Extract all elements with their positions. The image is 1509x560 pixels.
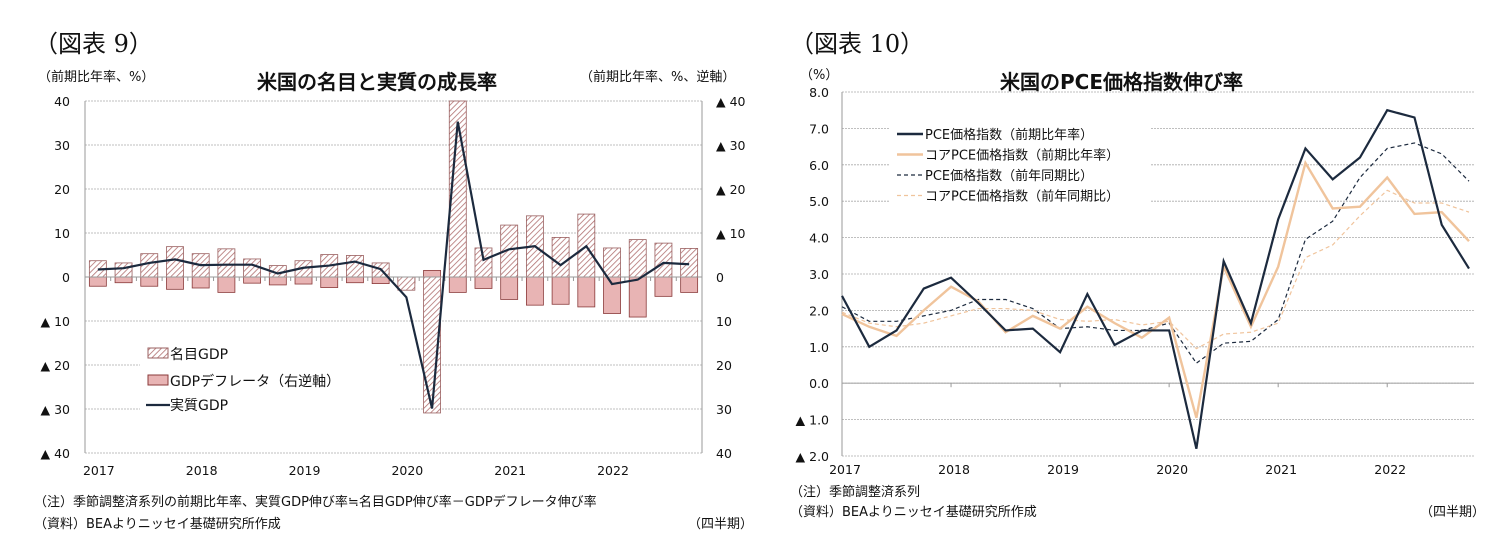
- right-tick-label: 30: [716, 402, 732, 417]
- x-tick-label: 2018: [938, 462, 970, 477]
- x-tick-label: 2022: [1374, 462, 1406, 477]
- figure-10-label: （図表 10）: [790, 30, 925, 58]
- chart2-title: 米国のPCE価格指数伸び率: [1000, 70, 1243, 94]
- right-tick-label: ▲ 10: [716, 226, 746, 241]
- legend-label: コアPCE価格指数（前期比年率）: [925, 148, 1119, 164]
- real-gdp-line: [97, 121, 690, 409]
- x-tick-label: 2019: [289, 463, 321, 478]
- chart1-x-unit: （四半期）: [688, 517, 754, 532]
- series-line-1: [841, 108, 1470, 449]
- chart2-x-unit: （四半期）: [1420, 505, 1486, 520]
- x-tick-label: 2017: [829, 462, 861, 477]
- left-tick-label: 40: [54, 94, 70, 109]
- chart2-note: （注）季節調整済系列: [790, 485, 921, 500]
- chart2-source: （資料）BEAよりニッセイ基礎研究所作成: [790, 505, 1037, 520]
- y-tick-label: 6.0: [809, 158, 829, 173]
- x-tick-label: 2021: [1265, 462, 1297, 477]
- legend-swatch-nominal: [147, 347, 169, 359]
- legend-label-real: 実質GDP: [170, 398, 228, 414]
- right-tick-label: ▲ 20: [716, 182, 746, 197]
- chart1-left-axis-unit: （前期比年率、%）: [38, 70, 155, 85]
- chart1-note: （注）季節調整済系列の前期比年率、実質GDP伸び率≒名目GDP伸び率－GDPデフ…: [34, 495, 597, 510]
- left-tick-label: 20: [54, 182, 70, 197]
- left-tick-label: 0: [62, 270, 70, 285]
- x-tick-label: 2019: [1047, 462, 1079, 477]
- legend-label-deflator: GDPデフレータ（右逆軸）: [170, 373, 340, 390]
- right-tick-label: 40: [716, 446, 732, 461]
- x-tick-label: 2022: [597, 463, 629, 478]
- x-tick-label: 2018: [186, 463, 218, 478]
- left-tick-label: 30: [54, 138, 70, 153]
- y-tick-label: 0.0: [809, 376, 829, 391]
- right-tick-label: 20: [716, 358, 732, 373]
- right-tick-label: ▲ 30: [716, 138, 746, 153]
- legend-background: [890, 122, 1150, 208]
- series-line-4: [841, 189, 1470, 350]
- legend-swatch-deflator: [147, 374, 169, 386]
- left-tick-label: ▲ 20: [41, 358, 71, 373]
- right-tick-label: 0: [716, 270, 724, 285]
- legend-label: コアPCE価格指数（前年同期比）: [925, 189, 1119, 205]
- chart1-title: 米国の名目と実質の成長率: [257, 70, 497, 94]
- right-tick-label: ▲ 40: [716, 94, 746, 109]
- y-tick-label: 5.0: [809, 194, 829, 209]
- y-tick-label: 3.0: [809, 267, 829, 282]
- y-tick-label: 7.0: [809, 121, 829, 136]
- y-tick-label: 8.0: [809, 85, 829, 100]
- legend-label-nominal: 名目GDP: [170, 347, 228, 363]
- legend-label: PCE価格指数（前年同期比）: [925, 168, 1093, 184]
- chart1-right-axis-unit: （前期比年率、%、逆軸）: [580, 70, 736, 85]
- series-line-2: [841, 159, 1470, 419]
- y-tick-label: 1.0: [809, 340, 829, 355]
- figure-9-label: （図表 9）: [34, 30, 153, 58]
- y-tick-label: 4.0: [809, 231, 829, 246]
- legend-label: PCE価格指数（前期比年率）: [925, 127, 1093, 143]
- x-tick-label: 2020: [1156, 462, 1188, 477]
- x-tick-label: 2017: [83, 463, 115, 478]
- x-tick-label: 2021: [494, 463, 526, 478]
- y-tick-label: ▲ 1.0: [796, 413, 830, 428]
- left-tick-label: 10: [54, 226, 70, 241]
- left-tick-label: ▲ 30: [41, 402, 71, 417]
- y-tick-label: 2.0: [809, 303, 829, 318]
- left-tick-label: ▲ 10: [41, 314, 71, 329]
- left-tick-label: ▲ 40: [41, 446, 71, 461]
- x-tick-label: 2020: [391, 463, 423, 478]
- y-tick-label: ▲ 2.0: [796, 449, 830, 464]
- chart1-source: （資料）BEAよりニッセイ基礎研究所作成: [34, 517, 281, 532]
- chart2-axis-unit: （%）: [800, 68, 839, 83]
- legend-background: [140, 342, 400, 420]
- right-tick-label: 10: [716, 314, 732, 329]
